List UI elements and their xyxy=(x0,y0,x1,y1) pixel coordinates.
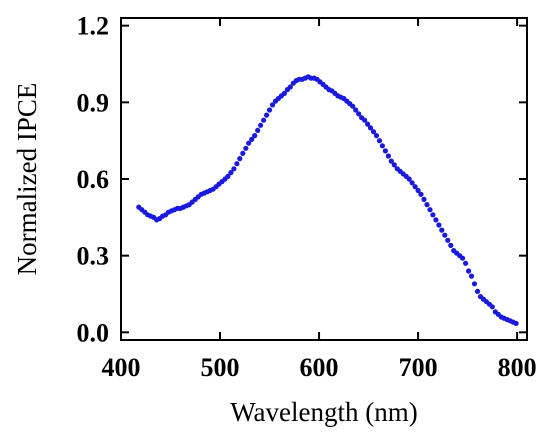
data-point xyxy=(374,133,379,138)
data-point xyxy=(383,148,388,153)
data-point xyxy=(258,123,263,128)
x-tick-label: 400 xyxy=(102,353,141,382)
data-point xyxy=(475,289,480,294)
data-point xyxy=(442,233,447,238)
y-tick-label: 0.6 xyxy=(77,165,110,194)
data-point xyxy=(466,268,471,273)
data-point xyxy=(427,207,432,212)
data-point xyxy=(433,217,438,222)
y-tick-label: 1.2 xyxy=(77,12,110,41)
axis-ticks xyxy=(121,18,527,340)
data-point xyxy=(460,256,465,261)
data-point xyxy=(439,228,444,233)
data-point xyxy=(252,133,257,138)
data-point xyxy=(237,156,242,161)
x-tick-label: 500 xyxy=(201,353,240,382)
data-point xyxy=(267,107,272,112)
x-tick-label: 700 xyxy=(399,353,438,382)
data-point xyxy=(261,118,266,123)
x-axis-title: Wavelength (nm) xyxy=(230,397,418,427)
y-tick-label: 0.9 xyxy=(77,88,110,117)
data-point xyxy=(436,222,441,227)
data-point xyxy=(380,143,385,148)
data-point xyxy=(255,128,260,133)
data-point xyxy=(421,197,426,202)
data-point xyxy=(424,202,429,207)
y-tick-label: 0.3 xyxy=(77,242,110,271)
y-axis-title: Normalized IPCE xyxy=(12,83,42,276)
x-tick-label: 800 xyxy=(498,353,537,382)
data-point xyxy=(430,212,435,217)
data-point xyxy=(234,161,239,166)
data-point xyxy=(386,153,391,158)
data-point xyxy=(243,146,248,151)
data-point xyxy=(240,151,245,156)
data-point xyxy=(448,243,453,248)
y-tick-label: 0.0 xyxy=(77,318,110,347)
data-point xyxy=(418,192,423,197)
data-point xyxy=(463,261,468,266)
data-point xyxy=(377,138,382,143)
data-point xyxy=(264,113,269,118)
data-series xyxy=(136,74,519,326)
data-point xyxy=(231,166,236,171)
data-point xyxy=(490,304,495,309)
data-point xyxy=(445,238,450,243)
axis-tick-labels: 400 500 600 700 800 0.0 0.3 0.6 0.9 1.2 xyxy=(77,12,537,382)
data-point xyxy=(514,321,519,326)
x-tick-label: 600 xyxy=(300,353,339,382)
data-point xyxy=(472,281,477,286)
plot-frame xyxy=(121,18,527,340)
data-point xyxy=(469,274,474,279)
